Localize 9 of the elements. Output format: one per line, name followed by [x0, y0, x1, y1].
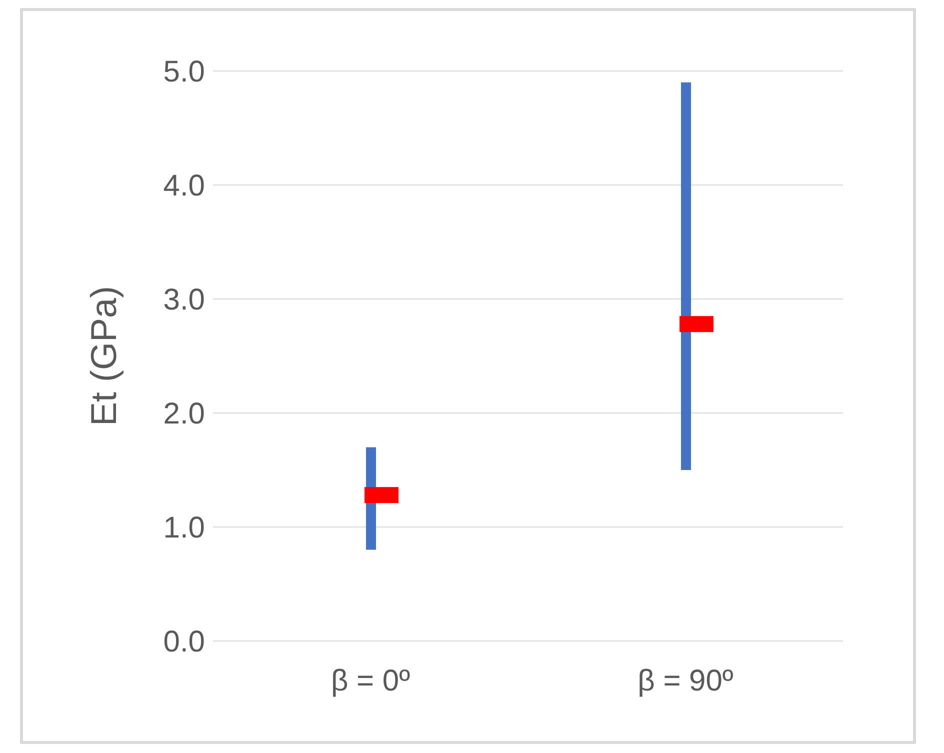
- y-tick-label: 4.0: [163, 170, 205, 203]
- y-tick-label: 3.0: [163, 284, 205, 317]
- y-tick-label: 0.0: [163, 626, 205, 659]
- y-tick-label: 2.0: [163, 398, 205, 431]
- y-tick-label: 5.0: [163, 56, 205, 89]
- y-tick-label: 1.0: [163, 512, 205, 545]
- y-axis-title: Et (GPa): [82, 286, 124, 426]
- x-tick-label: β = 90º: [638, 664, 734, 698]
- x-tick-label: β = 0º: [330, 664, 410, 698]
